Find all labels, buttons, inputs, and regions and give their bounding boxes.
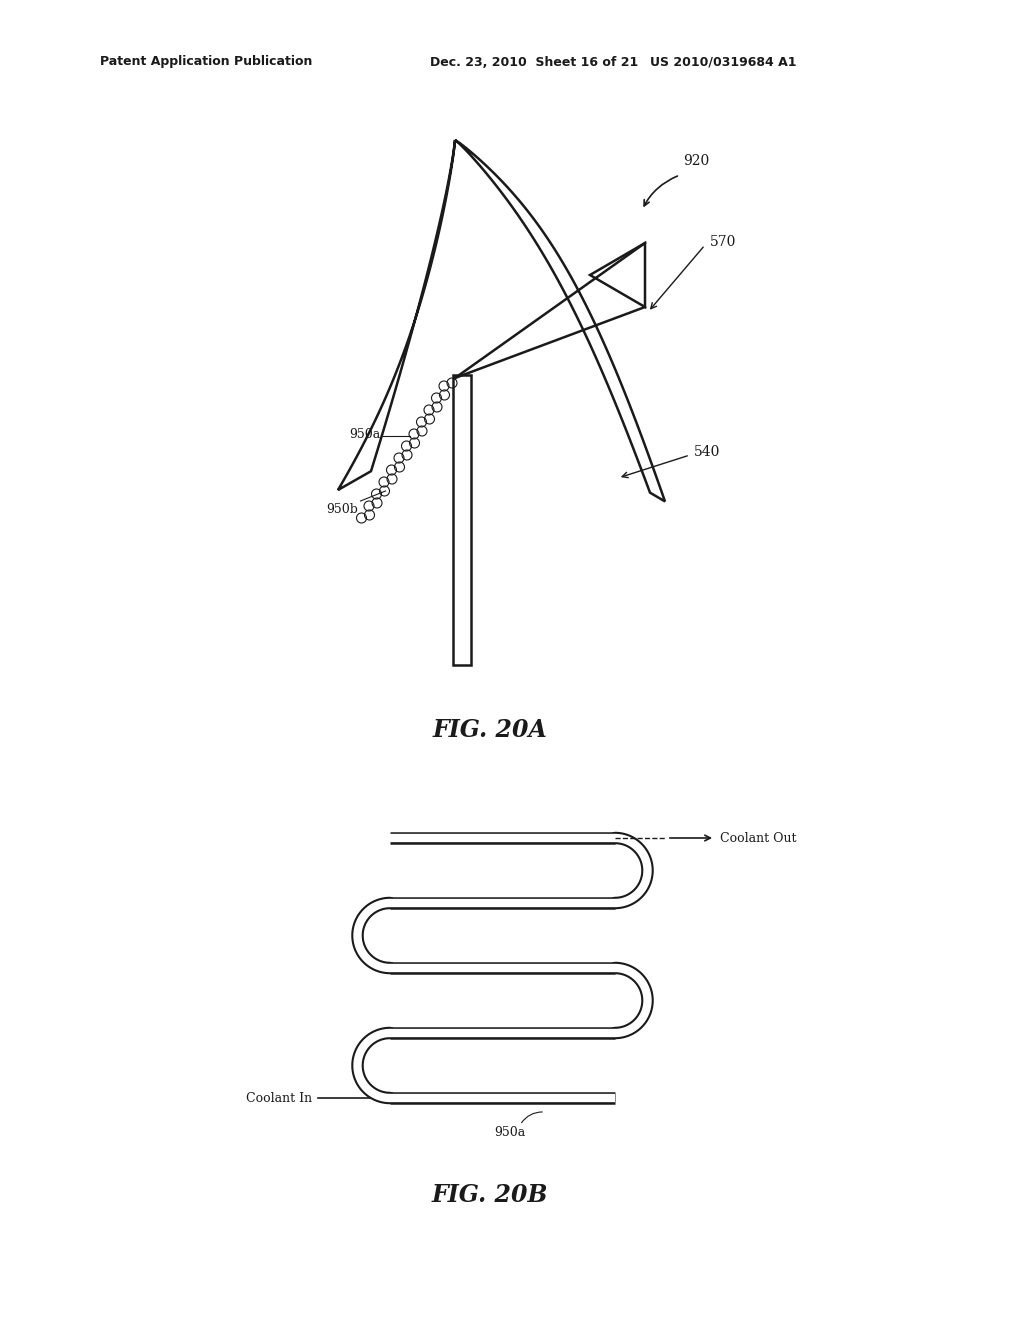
Polygon shape <box>455 140 665 502</box>
Text: FIG. 20A: FIG. 20A <box>432 718 548 742</box>
Text: 540: 540 <box>694 445 720 459</box>
Text: Dec. 23, 2010  Sheet 16 of 21: Dec. 23, 2010 Sheet 16 of 21 <box>430 55 638 69</box>
Text: 950a: 950a <box>495 1126 525 1139</box>
Text: 950a: 950a <box>349 428 380 441</box>
Text: 920: 920 <box>683 154 710 168</box>
Polygon shape <box>338 140 455 490</box>
Text: FIG. 20B: FIG. 20B <box>432 1183 548 1206</box>
Text: 570: 570 <box>710 235 736 249</box>
Text: US 2010/0319684 A1: US 2010/0319684 A1 <box>650 55 797 69</box>
Text: Coolant Out: Coolant Out <box>720 832 797 845</box>
Text: Coolant In: Coolant In <box>246 1092 312 1105</box>
Text: Patent Application Publication: Patent Application Publication <box>100 55 312 69</box>
Bar <box>453 375 471 665</box>
Text: 950b: 950b <box>327 503 358 516</box>
